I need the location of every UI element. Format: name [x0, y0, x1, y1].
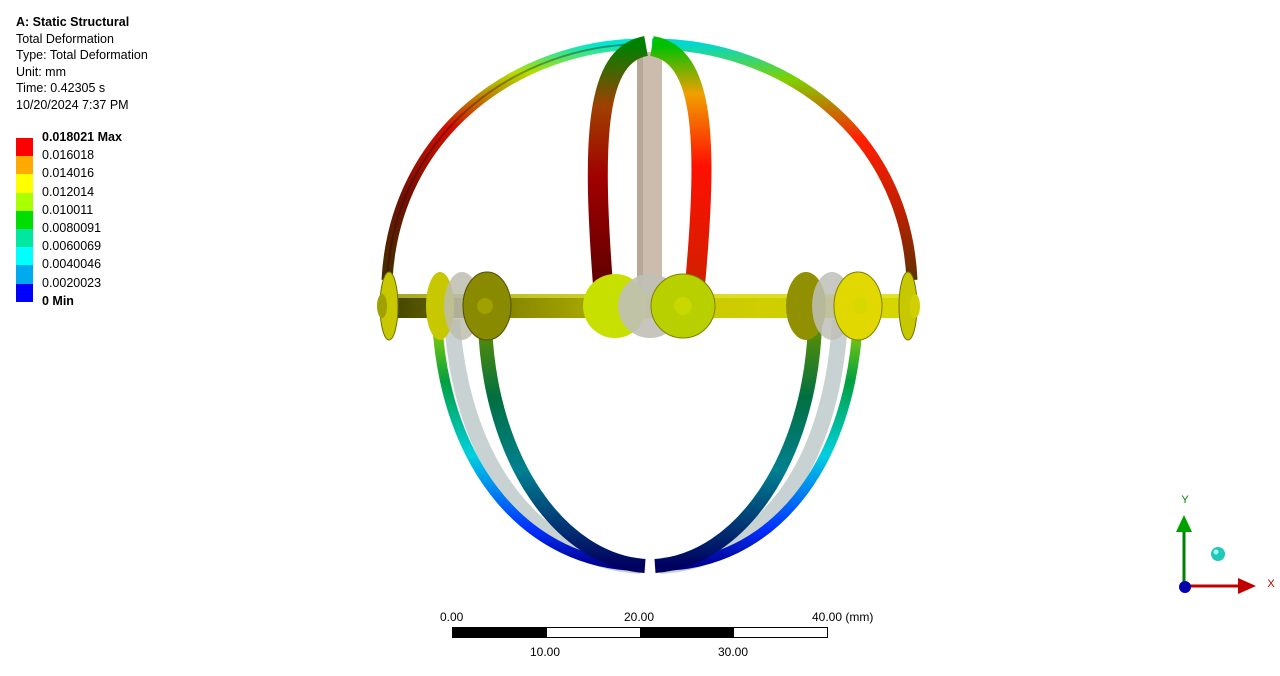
result-time: Time: 0.42305 s — [16, 81, 106, 95]
scale-bar: 0.00 20.00 40.00 (mm) 10.00 30.00 — [420, 605, 900, 665]
legend-swatch — [16, 138, 33, 157]
y-axis-label: Y — [1181, 494, 1189, 506]
legend-swatch — [16, 283, 33, 302]
legend-label: 0.010011 — [42, 202, 94, 217]
scale-label-20: 20.00 — [624, 610, 655, 624]
result-info-panel: A: Static Structural Total Deformation T… — [16, 14, 148, 113]
iso-view-ball-icon — [1211, 547, 1225, 561]
legend-swatch — [16, 228, 33, 248]
deformation-model-view[interactable] — [360, 30, 940, 590]
x-axis-label: X — [1267, 578, 1275, 590]
legend-swatch — [16, 174, 33, 193]
bottom-loop-right-inner — [654, 324, 822, 573]
scale-label-0: 0.00 — [440, 610, 464, 624]
scale-label-40: 40.00 (mm) — [812, 610, 874, 624]
legend-swatch — [16, 265, 33, 284]
z-axis-icon — [1179, 581, 1191, 593]
legend-label: 0.0020023 — [42, 275, 102, 290]
x-axis-arrow-icon — [1238, 578, 1256, 594]
y-axis-arrow-icon — [1176, 515, 1192, 532]
analysis-title: A: Static Structural — [16, 15, 130, 29]
legend-swatch — [16, 156, 33, 175]
bottom-loop-left-inner — [478, 324, 646, 573]
legend-label: 0.012014 — [42, 184, 95, 199]
legend-label: 0.0040046 — [42, 257, 102, 272]
legend-label: 0.014016 — [42, 166, 95, 181]
legend-label: 0.0060069 — [42, 239, 102, 254]
bottom-loop-left-outer — [432, 319, 641, 571]
legend-swatch — [16, 247, 33, 266]
bottom-loop-right-outer — [659, 319, 863, 571]
legend-label: 0.018021 Max — [42, 130, 122, 144]
legend-label: 0.0080091 — [42, 220, 102, 235]
center-loop-left — [587, 36, 649, 286]
legend-swatch — [16, 192, 33, 211]
scale-bar-graphic — [452, 627, 828, 638]
legend-swatch — [16, 210, 33, 229]
outer-ring-right — [651, 38, 918, 281]
scale-label-10: 10.00 — [530, 645, 561, 659]
result-unit: Unit: mm — [16, 64, 66, 79]
result-name: Total Deformation — [16, 31, 114, 46]
scale-label-30: 30.00 — [718, 645, 749, 659]
outer-ring-left — [381, 38, 645, 281]
result-type: Type: Total Deformation — [16, 48, 148, 62]
result-timestamp: 10/20/2024 7:37 PM — [16, 97, 129, 112]
legend-label: 0 Min — [42, 293, 74, 308]
center-loop-right — [649, 36, 712, 286]
legend-label: 0.016018 — [42, 148, 95, 163]
axis-triad[interactable]: Y X — [1160, 488, 1280, 603]
